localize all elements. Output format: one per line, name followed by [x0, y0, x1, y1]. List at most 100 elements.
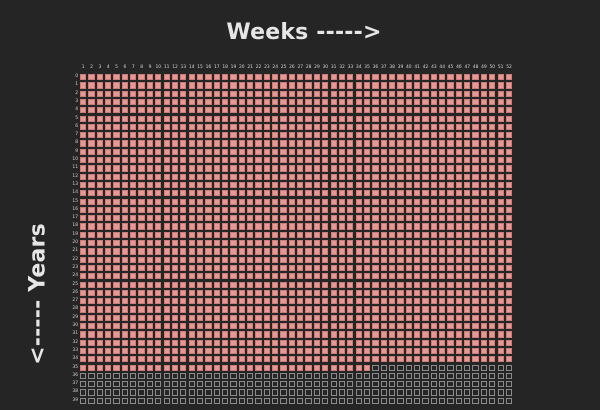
- week-cell-lived: [272, 190, 279, 197]
- week-cell-lived: [188, 190, 195, 197]
- week-cell-lived: [338, 215, 346, 222]
- week-cell-lived: [447, 256, 454, 263]
- week-cell-lived: [121, 140, 129, 147]
- week-cell-lived: [464, 248, 471, 255]
- week-cell-lived: [347, 248, 354, 255]
- week-cell-lived: [355, 248, 362, 255]
- week-cell-future: [305, 372, 312, 380]
- week-cell-lived: [155, 206, 162, 214]
- week-cell-lived: [313, 74, 321, 81]
- week-cell-lived: [180, 364, 187, 371]
- week-cell-lived: [480, 215, 488, 222]
- week-cell-lived: [180, 140, 187, 147]
- week-cell-lived: [272, 132, 279, 139]
- week-cell-future: [255, 397, 262, 404]
- week-cell-future: [230, 381, 237, 388]
- week-cell-lived: [138, 347, 145, 355]
- week-cell-lived: [196, 181, 204, 189]
- week-cell-lived: [472, 356, 479, 363]
- week-cell-lived: [205, 231, 212, 238]
- week-cell-lived: [221, 74, 229, 81]
- week-cell-lived: [330, 98, 337, 106]
- week-cell-lived: [146, 132, 154, 139]
- week-cell-lived: [105, 140, 112, 147]
- week-cell-future: [155, 372, 162, 380]
- week-cell-lived: [155, 198, 162, 205]
- week-cell-lived: [96, 74, 103, 81]
- week-cell-lived: [380, 74, 387, 81]
- week-cell-lived: [363, 215, 371, 222]
- week-cell-lived: [146, 215, 154, 222]
- week-cell-lived: [489, 173, 496, 180]
- week-cell-lived: [388, 314, 396, 321]
- week-cell-lived: [489, 314, 496, 321]
- week-cell-lived: [205, 90, 212, 97]
- week-cell-lived: [405, 314, 412, 321]
- year-number-label: 21: [72, 248, 78, 254]
- week-cell-lived: [297, 198, 304, 205]
- week-cell-lived: [397, 240, 404, 247]
- week-cell-lived: [221, 273, 229, 280]
- week-cell-lived: [347, 107, 354, 114]
- week-cell-lived: [322, 273, 329, 280]
- week-cell-lived: [272, 165, 279, 172]
- week-cell-lived: [414, 306, 421, 313]
- week-cell-lived: [497, 339, 504, 346]
- week-cell-lived: [88, 256, 95, 263]
- week-cell-lived: [221, 190, 229, 197]
- week-cell-lived: [238, 356, 245, 363]
- week-cell-lived: [288, 123, 296, 131]
- week-cell-lived: [363, 74, 371, 81]
- week-cell-lived: [230, 347, 237, 355]
- week-cell-future: [414, 397, 421, 404]
- week-cell-lived: [272, 298, 279, 305]
- week-cell-lived: [163, 248, 170, 255]
- week-cell-lived: [180, 339, 187, 346]
- week-cell-lived: [388, 165, 396, 172]
- week-cell-lived: [221, 82, 229, 89]
- week-cell-future: [163, 381, 170, 388]
- week-cell-lived: [322, 215, 329, 222]
- week-cell-lived: [238, 90, 245, 97]
- week-cell-lived: [121, 198, 129, 205]
- week-cell-lived: [330, 115, 337, 122]
- week-cell-lived: [439, 356, 446, 363]
- week-cell-future: [180, 397, 187, 404]
- week-cell-lived: [213, 264, 220, 272]
- week-cell-lived: [439, 215, 446, 222]
- week-cell-lived: [480, 298, 488, 305]
- week-cell-lived: [171, 123, 179, 131]
- week-cell-lived: [272, 181, 279, 189]
- week-cell-future: [489, 381, 496, 388]
- week-cell-future: [480, 372, 488, 380]
- week-cell-lived: [230, 281, 237, 288]
- week-cell-lived: [372, 231, 379, 238]
- week-cell-lived: [388, 157, 396, 164]
- week-cell-lived: [305, 123, 312, 131]
- week-cell-lived: [88, 231, 95, 238]
- week-cell-lived: [213, 347, 220, 355]
- week-cell-lived: [363, 289, 371, 297]
- week-cell-lived: [439, 281, 446, 288]
- week-cell-lived: [96, 206, 103, 214]
- week-cell-lived: [363, 140, 371, 147]
- week-cell-lived: [464, 82, 471, 89]
- week-cell-lived: [472, 331, 479, 338]
- week-cell-lived: [188, 165, 195, 172]
- week-cell-lived: [221, 215, 229, 222]
- week-cell-future: [155, 389, 162, 396]
- week-cell-lived: [305, 306, 312, 313]
- week-cell-future: [414, 372, 421, 380]
- week-cell-lived: [447, 289, 454, 297]
- week-cell-lived: [480, 206, 488, 214]
- week-cell-lived: [455, 215, 463, 222]
- week-cell-future: [138, 372, 145, 380]
- week-cell-lived: [88, 115, 95, 122]
- week-cell-lived: [305, 240, 312, 247]
- week-cell-lived: [472, 148, 479, 155]
- week-cell-lived: [322, 165, 329, 172]
- week-cell-lived: [213, 181, 220, 189]
- week-cell-lived: [121, 289, 129, 297]
- week-cell-lived: [263, 323, 270, 330]
- week-cell-lived: [113, 215, 120, 222]
